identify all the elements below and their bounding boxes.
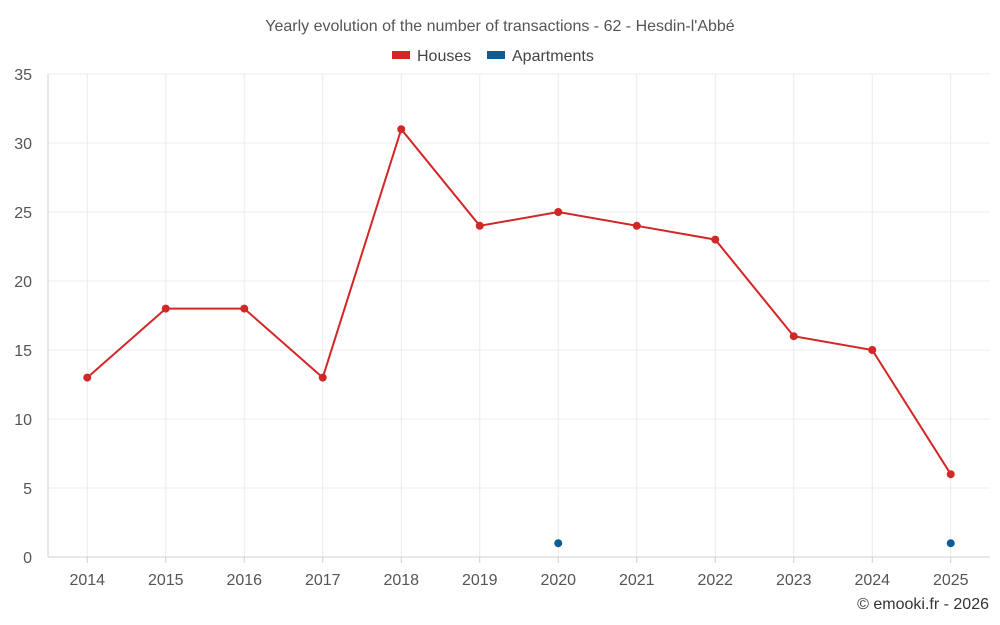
- data-point-apartments[interactable]: [946, 539, 955, 548]
- data-point-houses[interactable]: [240, 304, 249, 313]
- x-tick-label: 2014: [69, 572, 105, 589]
- y-tick-label: 30: [14, 136, 32, 153]
- data-point-houses[interactable]: [318, 373, 327, 382]
- y-tick-label: 15: [14, 343, 32, 360]
- x-tick-label: 2025: [933, 572, 969, 589]
- x-tick-label: 2015: [148, 572, 184, 589]
- data-point-houses[interactable]: [632, 221, 641, 230]
- y-tick-label: 25: [14, 205, 32, 222]
- legend-label-apartments[interactable]: Apartments: [512, 48, 594, 65]
- series-houses: [83, 125, 955, 479]
- data-point-apartments[interactable]: [554, 539, 563, 548]
- x-tick-label: 2023: [776, 572, 812, 589]
- data-point-houses[interactable]: [161, 304, 170, 313]
- series-apartments: [554, 539, 955, 548]
- data-point-houses[interactable]: [789, 332, 798, 341]
- y-tick-label: 5: [23, 481, 32, 498]
- y-tick-label: 10: [14, 412, 32, 429]
- axes: [47, 74, 990, 563]
- data-point-houses[interactable]: [397, 125, 406, 134]
- x-tick-label: 2022: [697, 572, 733, 589]
- x-tick-labels: 2014 2015 2016 2017 2018 2019 2020 2021 2022 2023…: [69, 572, 968, 589]
- credit-text: © emooki.fr - 2026: [857, 596, 989, 613]
- x-tick-label: 2021: [619, 572, 655, 589]
- y-tick-label: 20: [14, 274, 32, 291]
- x-tick-label: 2024: [854, 572, 890, 589]
- data-point-houses[interactable]: [83, 373, 92, 382]
- chart-title: Yearly evolution of the number of transa…: [265, 18, 734, 35]
- data-point-houses[interactable]: [868, 346, 877, 354]
- legend: Houses Apartments: [392, 48, 594, 65]
- legend-swatch-houses[interactable]: [392, 51, 410, 59]
- x-tick-label: 2017: [305, 572, 341, 589]
- x-tick-label: 2019: [462, 572, 498, 589]
- x-tick-label: 2016: [226, 572, 262, 589]
- x-tick-label: 2020: [540, 572, 576, 589]
- x-tick-label: 2018: [383, 572, 419, 589]
- y-tick-label: 0: [23, 550, 32, 567]
- legend-swatch-apartments[interactable]: [487, 51, 505, 59]
- data-point-houses[interactable]: [946, 470, 955, 479]
- data-point-houses[interactable]: [475, 221, 484, 230]
- data-point-houses[interactable]: [711, 235, 720, 244]
- y-tick-label: 35: [14, 67, 32, 84]
- data-point-houses[interactable]: [554, 208, 563, 216]
- y-tick-labels: 0 5 10 15 20 25 30 35: [14, 67, 32, 567]
- grid: [48, 73, 990, 557]
- series: [83, 125, 955, 548]
- legend-label-houses[interactable]: Houses: [417, 48, 471, 65]
- series-line-houses: [86, 127, 952, 475]
